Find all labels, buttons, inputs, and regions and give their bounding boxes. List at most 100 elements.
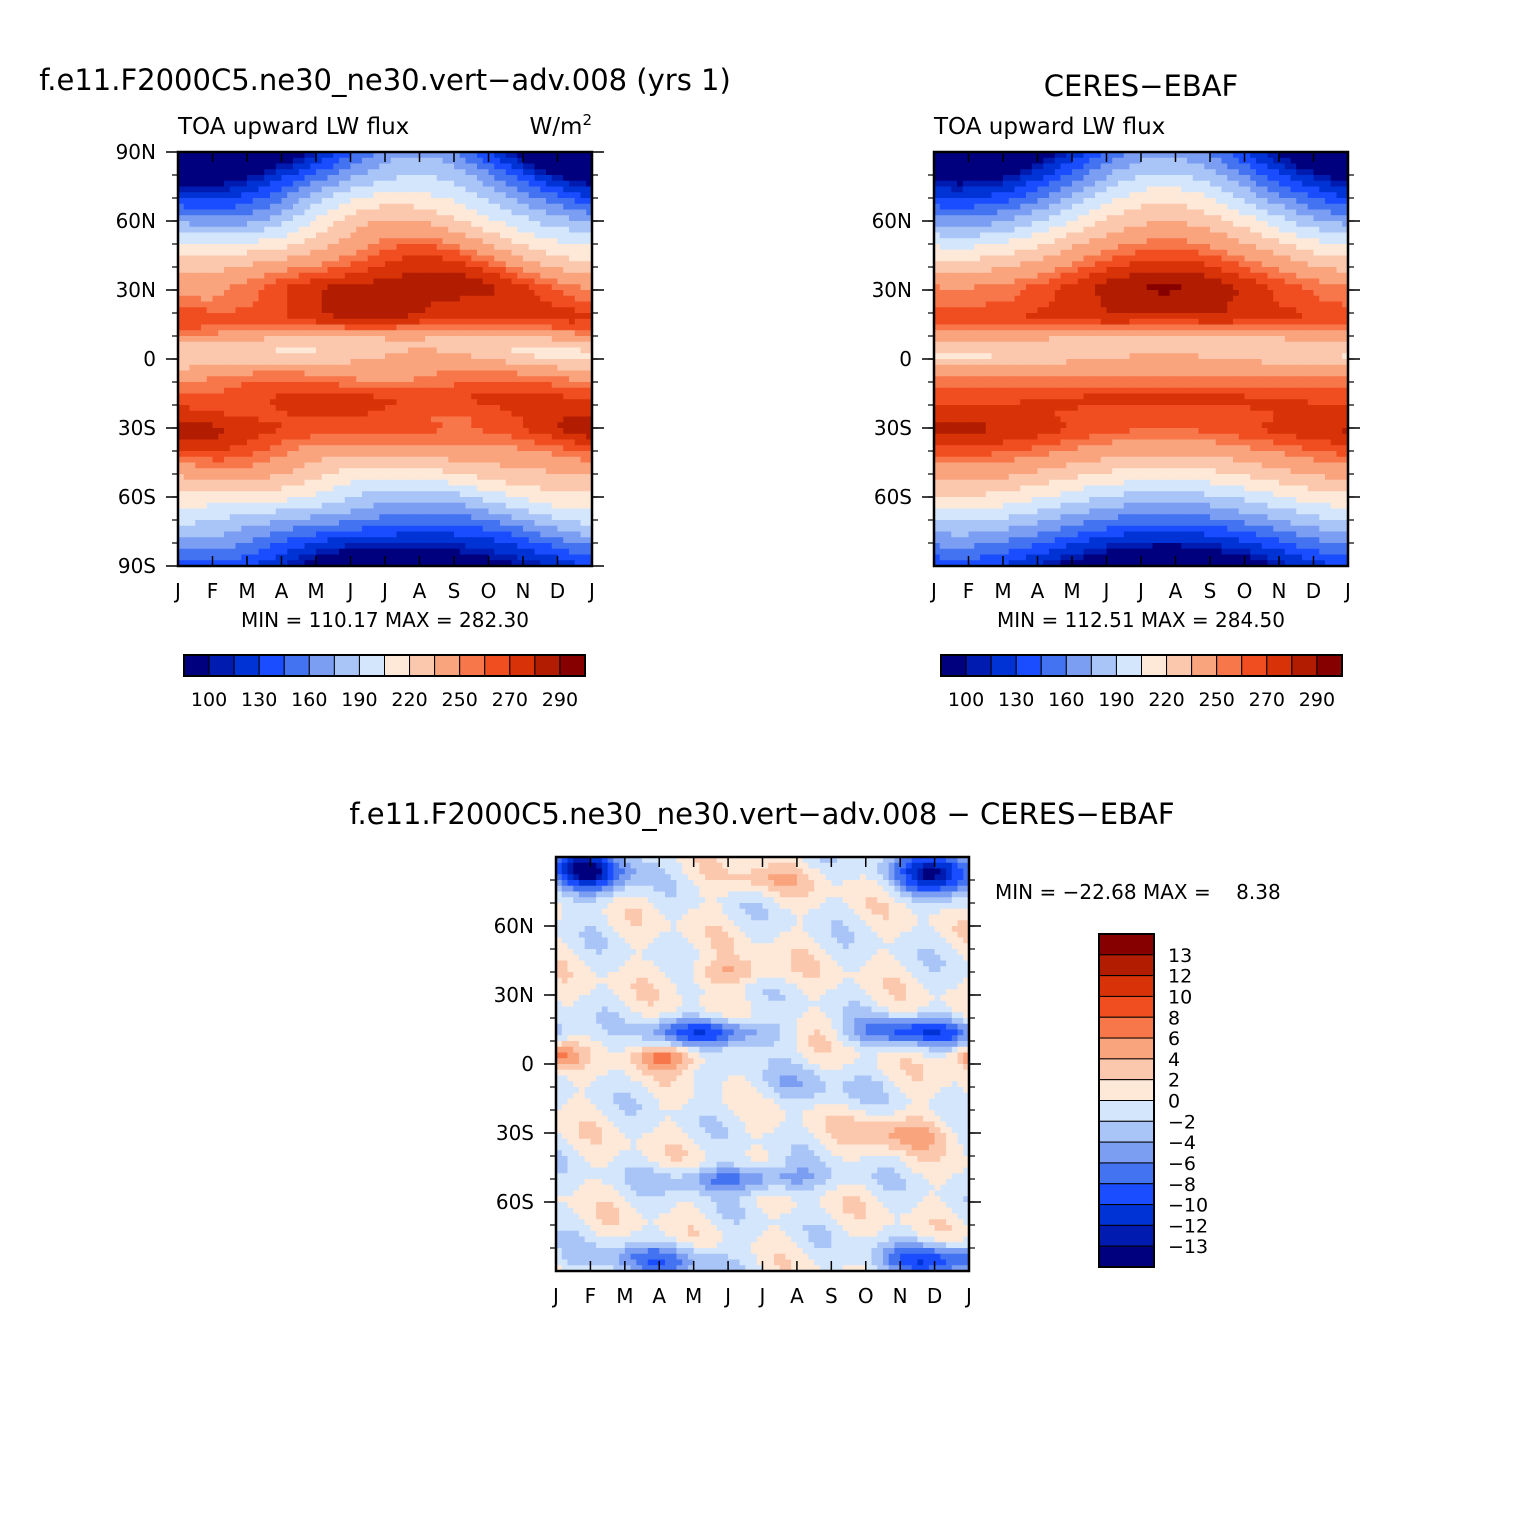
heat-cell <box>178 485 185 492</box>
heat-cell <box>258 462 265 469</box>
heat-cell <box>494 278 501 285</box>
heat-cell <box>224 445 231 452</box>
heat-cell <box>201 186 208 193</box>
heat-cell <box>402 439 409 446</box>
heat-cell <box>316 198 323 205</box>
heat-cell <box>264 347 271 354</box>
heat-cell <box>281 180 288 188</box>
heat-cell <box>333 341 340 349</box>
heat-cell <box>270 462 277 469</box>
heat-cell <box>287 474 294 481</box>
heat-cell <box>316 393 323 400</box>
heat-cell <box>247 278 254 285</box>
heat-cell <box>425 439 432 446</box>
heat-cell <box>367 209 375 216</box>
heat-cell <box>396 353 403 360</box>
heat-cell <box>413 387 421 395</box>
heat-cell <box>201 249 208 257</box>
heat-cell <box>488 468 495 475</box>
heat-cell <box>569 249 576 257</box>
heat-cell <box>316 163 323 170</box>
heat-cell <box>408 336 415 343</box>
heat-cell <box>310 221 317 228</box>
heat-cell <box>528 422 536 429</box>
heat-cell <box>189 169 196 176</box>
heat-cell <box>436 221 444 228</box>
heat-cell <box>425 163 432 170</box>
heat-cell <box>293 267 300 274</box>
heat-cell <box>574 543 582 550</box>
heat-cell <box>471 399 478 406</box>
heat-cell <box>183 514 191 521</box>
heat-cell <box>419 416 426 423</box>
heat-cell <box>275 330 283 337</box>
heat-cell <box>574 393 582 400</box>
heat-cell <box>362 272 369 280</box>
heat-cell <box>333 347 340 354</box>
heat-cell <box>523 456 530 464</box>
heat-cell <box>402 318 409 326</box>
heat-cell <box>298 531 306 538</box>
heat-cell <box>189 215 196 222</box>
heat-cell <box>275 474 283 481</box>
heat-cell <box>258 290 265 297</box>
heat-cell <box>511 347 518 354</box>
heat-cell <box>281 249 288 257</box>
heat-cell <box>350 353 357 360</box>
heat-cell <box>367 152 375 159</box>
heat-cell <box>224 353 231 360</box>
heat-cell <box>195 537 202 544</box>
heat-cell <box>494 433 501 441</box>
heat-cell <box>241 324 248 331</box>
heat-cell <box>379 295 386 303</box>
heat-cell <box>344 152 352 159</box>
heat-cell <box>316 410 323 418</box>
heat-cell <box>390 514 398 521</box>
heat-cell <box>321 336 329 343</box>
heat-cell <box>551 416 559 423</box>
heat-cell <box>183 491 191 498</box>
heat-cell <box>528 267 536 274</box>
heat-cell <box>321 175 329 182</box>
heat-cell <box>258 422 265 429</box>
heat-cell <box>448 502 455 510</box>
heat-cell <box>212 468 219 475</box>
heat-cell <box>385 272 392 280</box>
heat-cell <box>316 445 323 452</box>
heat-cell <box>436 301 444 308</box>
heat-cell <box>218 152 225 159</box>
heat-cell <box>252 485 260 492</box>
heat-cell <box>517 359 524 366</box>
heat-cell <box>373 347 380 354</box>
heat-cell <box>367 272 375 280</box>
heat-cell <box>488 382 495 389</box>
heat-cell <box>293 393 300 400</box>
heat-cell <box>379 330 386 337</box>
heat-cell <box>229 405 237 412</box>
heat-cell <box>385 290 392 297</box>
heat-cell <box>436 175 444 182</box>
heat-cell <box>247 468 254 475</box>
heat-cell <box>385 215 392 222</box>
heat-cell <box>482 347 490 354</box>
heat-cell <box>396 382 403 389</box>
heat-cell <box>218 479 225 487</box>
heat-cell <box>235 261 242 268</box>
heat-cell <box>373 238 380 245</box>
heat-cell <box>436 307 444 314</box>
heat-cell <box>206 347 214 354</box>
heat-cell <box>408 163 415 170</box>
heat-cell <box>396 307 403 314</box>
heat-cell <box>287 261 294 268</box>
heat-cell <box>224 249 231 257</box>
heat-cell <box>482 169 490 176</box>
heat-cell <box>195 238 202 245</box>
heat-cell <box>224 410 231 418</box>
heat-cell <box>195 405 202 412</box>
heat-cell <box>373 284 380 291</box>
heat-cell <box>264 307 271 314</box>
heat-cell <box>557 180 564 188</box>
heat-cell <box>586 307 593 314</box>
heat-cell <box>477 433 484 441</box>
heat-cell <box>281 284 288 291</box>
